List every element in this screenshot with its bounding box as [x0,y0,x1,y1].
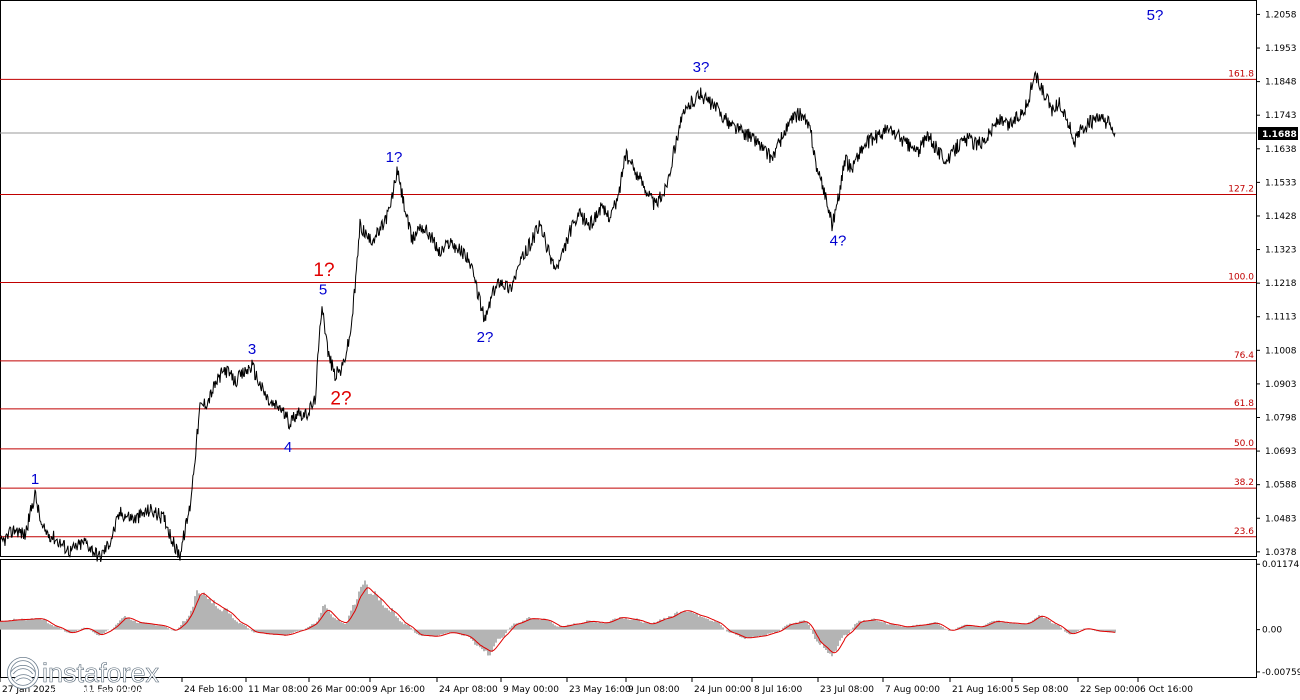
y-tick-label: 1.1743 [1265,111,1297,121]
y-tick-label: 1.2058 [1265,10,1297,20]
x-tick-label: 9 May 00:00 [503,685,559,695]
wave-label: 5? [1147,7,1164,24]
main-panel [0,0,1257,557]
osc-tick-label: 0.01174 [1262,560,1299,570]
x-tick-label: 22 Sep 00:00 [1080,685,1140,695]
logo-tagline-text: Instant Forex Trading [48,686,152,698]
y-tick-label: 1.1428 [1265,212,1297,222]
wave-label: 1? [313,260,334,281]
y-tick-label: 1.0798 [1265,413,1297,423]
y-tick-label: 1.0588 [1265,481,1297,491]
fib-label: 38.2 [1234,478,1254,488]
x-tick-label: 24 Jun 00:00 [694,685,751,695]
x-tick-label: 6 Oct 16:00 [1140,685,1193,695]
x-tick-label: 23 Jul 08:00 [820,685,874,695]
x-tick-label: 21 Aug 16:00 [952,685,1013,695]
y-tick-label: 1.1113 [1265,313,1297,323]
wave-label: 5 [319,281,327,298]
x-tick-label: 9 Jun 08:00 [628,685,680,695]
fib-label: 127.2 [1228,185,1254,195]
oscillator-series [0,580,1116,657]
fib-label: 50.0 [1234,439,1254,449]
oscillator-signal-line [0,587,1116,654]
fib-label: 100.0 [1228,272,1254,282]
price-series [0,70,1116,562]
x-tick-label: 26 Mar 00:00 [311,685,371,695]
fib-label: 76.4 [1234,351,1254,361]
price-line [0,70,1116,562]
y-tick-label: 1.0378 [1265,548,1297,558]
wave-label: 2? [330,388,351,409]
x-tick-label: 5 Sep 08:00 [1014,685,1069,695]
wave-label: 1? [386,149,403,166]
y-tick-label: 1.1953 [1265,44,1297,54]
y-tick-label: 1.1848 [1265,78,1297,88]
wave-label: 2? [477,329,494,346]
osc-tick-label: -0.00759 [1262,668,1300,678]
oscillator-histogram [0,580,1116,657]
x-tick-label: 24 Apr 08:00 [439,685,498,695]
x-tick-label: 8 Jul 16:00 [754,685,803,695]
y-tick-label: 1.1638 [1265,145,1297,155]
x-tick-label: 11 Feb 00:00 [83,685,142,695]
wave-label: 4 [284,439,292,456]
wave-label: 4? [830,233,847,250]
x-tick-label: 24 Feb 16:00 [184,685,243,695]
y-tick-label: 1.1008 [1265,346,1297,356]
logo-brand-text: instaforex [42,658,160,688]
current-price-value: 1.1688 [1262,130,1297,140]
current-price-tag: 1.1688 [1258,127,1298,140]
wave-label: 3 [248,341,256,358]
x-tick-label: 7 Aug 00:00 [885,685,940,695]
y-tick-label: 1.1323 [1265,246,1297,256]
y-tick-label: 1.0483 [1265,514,1297,524]
y-tick-label: 1.0693 [1265,447,1297,457]
x-tick-label: 23 May 16:00 [569,685,631,695]
fib-label: 161.8 [1228,69,1254,79]
fib-label: 61.8 [1234,399,1254,409]
y-tick-label: 1.1218 [1265,279,1297,289]
wave-label: 1 [31,471,39,488]
wave-label: 3? [693,59,710,76]
y-tick-label: 1.1533 [1265,178,1297,188]
instaforex-logo: instaforex Instant Forex Trading [7,657,160,698]
osc-tick-label: 0.00 [1262,626,1282,636]
y-tick-label: 1.0903 [1265,380,1297,390]
logo-mark-icon [7,657,39,689]
fibonacci-levels: 161.8 127.2 100.0 76.4 61.8 50.0 38.2 23.6 [0,69,1256,538]
x-tick-label: 11 Mar 08:00 [248,685,308,695]
time-axis: 27 Jan 2025 11 Feb 00:00 24 Feb 16:00 11 Ma… [0,678,1193,695]
x-tick-label: 9 Apr 16:00 [372,685,425,695]
price-axis: 1.2058 1.1953 1.1848 1.1743 1.1638 1.1533 1.14… [1256,10,1297,558]
fib-label: 23.6 [1234,527,1254,537]
oscillator-axis: 0.01174 0.00 -0.00759 [1256,560,1300,678]
x-tick-label: 27 Jan 2025 [2,685,56,695]
